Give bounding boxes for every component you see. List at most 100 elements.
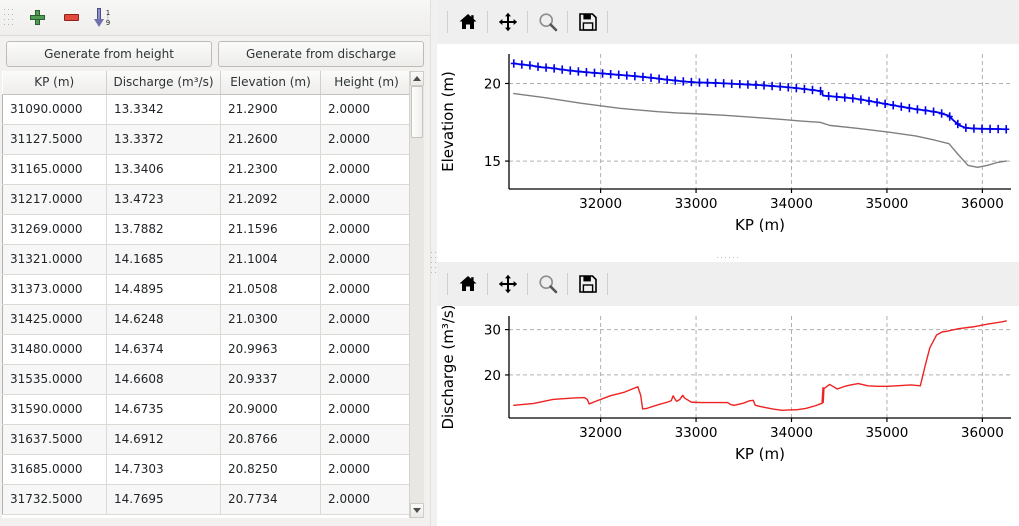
- table-cell-height[interactable]: 2.0000: [320, 424, 409, 455]
- table-cell-kp[interactable]: 31090.0000: [2, 93, 107, 125]
- scrollbar-thumb[interactable]: [411, 86, 423, 138]
- table-row[interactable]: 31165.0000 13.3406 21.2300 2.0000: [2, 154, 409, 185]
- table-cell-kp[interactable]: 31480.0000: [2, 334, 107, 365]
- table-cell-kp[interactable]: 31217.0000: [2, 184, 107, 215]
- table-cell-kp[interactable]: 31269.0000: [2, 214, 107, 245]
- table-cell-elevation[interactable]: 21.0300: [220, 304, 321, 335]
- table-row[interactable]: 31535.0000 14.6608 20.9337 2.0000: [2, 364, 409, 395]
- home-button[interactable]: [451, 6, 484, 39]
- table-row[interactable]: 31127.5000 13.3372 21.2600 2.0000: [2, 124, 409, 155]
- toolbar-drag-handle[interactable]: [4, 7, 14, 29]
- scroll-down-arrow[interactable]: [410, 503, 424, 518]
- table-cell-elevation[interactable]: 21.1004: [220, 244, 321, 275]
- table-cell-kp[interactable]: 31637.5000: [2, 424, 107, 455]
- table-cell-height[interactable]: 2.0000: [320, 274, 409, 305]
- table-cell-elevation[interactable]: 20.9000: [220, 394, 321, 425]
- table-cell-discharge[interactable]: 14.4895: [106, 274, 221, 305]
- table-cell-elevation[interactable]: 20.8250: [220, 454, 321, 485]
- horizontal-splitter[interactable]: [437, 253, 1019, 262]
- add-row-button[interactable]: [20, 3, 54, 33]
- table-row[interactable]: 31090.0000 13.3342 21.2900 2.0000: [2, 93, 409, 125]
- table-cell-height[interactable]: 2.0000: [320, 214, 409, 245]
- splitter-grip-icon: [717, 256, 739, 259]
- table-cell-height[interactable]: 2.0000: [320, 454, 409, 485]
- table-row[interactable]: 31637.5000 14.6912 20.8766 2.0000: [2, 424, 409, 455]
- table-cell-elevation[interactable]: 21.2300: [220, 154, 321, 185]
- table-row[interactable]: 31590.0000 14.6735 20.9000 2.0000: [2, 394, 409, 425]
- table-vertical-scrollbar[interactable]: [409, 71, 424, 518]
- table-cell-elevation[interactable]: 20.9963: [220, 334, 321, 365]
- table-cell-elevation[interactable]: 21.1596: [220, 214, 321, 245]
- column-header-elevation[interactable]: Elevation (m): [220, 71, 321, 95]
- table-cell-discharge[interactable]: 14.6248: [106, 304, 221, 335]
- table-cell-elevation[interactable]: 21.2092: [220, 184, 321, 215]
- table-cell-kp[interactable]: 31685.0000: [2, 454, 107, 485]
- column-header-kp[interactable]: KP (m): [2, 71, 107, 95]
- pan-button[interactable]: [491, 6, 524, 39]
- table-row[interactable]: 31732.5000 14.7695 20.7734 2.0000: [2, 484, 409, 515]
- table-row[interactable]: 31480.0000 14.6374 20.9963 2.0000: [2, 334, 409, 365]
- table-cell-discharge[interactable]: 14.7303: [106, 454, 221, 485]
- save-button[interactable]: [571, 268, 604, 301]
- table-cell-height[interactable]: 2.0000: [320, 484, 409, 515]
- table-cell-elevation[interactable]: 20.7734: [220, 484, 321, 515]
- pan-button[interactable]: [491, 268, 524, 301]
- table-cell-kp[interactable]: 31425.0000: [2, 304, 107, 335]
- table-cell-elevation[interactable]: 20.8766: [220, 424, 321, 455]
- vertical-splitter[interactable]: [430, 0, 437, 526]
- sort-button[interactable]: 1 ⋮ 9: [88, 3, 122, 33]
- table-cell-kp[interactable]: 31321.0000: [2, 244, 107, 275]
- table-cell-kp[interactable]: 31373.0000: [2, 274, 107, 305]
- table-cell-elevation[interactable]: 21.0508: [220, 274, 321, 305]
- table-cell-discharge[interactable]: 13.7882: [106, 214, 221, 245]
- column-header-discharge[interactable]: Discharge (m³/s): [106, 71, 221, 95]
- table-cell-height[interactable]: 2.0000: [320, 184, 409, 215]
- table-cell-elevation[interactable]: 21.2600: [220, 124, 321, 155]
- table-row[interactable]: 31685.0000 14.7303 20.8250 2.0000: [2, 454, 409, 485]
- table-cell-discharge[interactable]: 13.3372: [106, 124, 221, 155]
- scrollbar-track[interactable]: [410, 86, 424, 503]
- table-cell-discharge[interactable]: 14.1685: [106, 244, 221, 275]
- table-cell-discharge[interactable]: 13.3342: [106, 93, 221, 125]
- save-button[interactable]: [571, 6, 604, 39]
- table-cell-height[interactable]: 2.0000: [320, 394, 409, 425]
- table-cell-kp[interactable]: 31165.0000: [2, 154, 107, 185]
- table-cell-discharge[interactable]: 14.6608: [106, 364, 221, 395]
- table-row[interactable]: 31217.0000 13.4723 21.2092 2.0000: [2, 184, 409, 215]
- table-cell-discharge[interactable]: 14.7695: [106, 484, 221, 515]
- data-table-scroll-area[interactable]: KP (m) Discharge (m³/s) Elevation (m) He…: [2, 71, 409, 518]
- table-cell-height[interactable]: 2.0000: [320, 304, 409, 335]
- table-cell-kp[interactable]: 31590.0000: [2, 394, 107, 425]
- elevation-plot-canvas[interactable]: 32000 33000 34000 35000 36000 15 20 KP (m) Eleva…: [437, 44, 1019, 253]
- table-row[interactable]: 31321.0000 14.1685 21.1004 2.0000: [2, 244, 409, 275]
- discharge-plot-canvas[interactable]: 32000 33000 34000 35000 36000 20 30 KP (m) Disch…: [437, 306, 1019, 526]
- table-cell-discharge[interactable]: 14.6912: [106, 424, 221, 455]
- table-cell-kp[interactable]: 31732.5000: [2, 484, 107, 515]
- table-row[interactable]: 31373.0000 14.4895 21.0508 2.0000: [2, 274, 409, 305]
- zoom-button[interactable]: [531, 268, 564, 301]
- table-cell-height[interactable]: 2.0000: [320, 154, 409, 185]
- table-cell-height[interactable]: 2.0000: [320, 244, 409, 275]
- table-cell-discharge[interactable]: 14.6374: [106, 334, 221, 365]
- table-cell-height[interactable]: 2.0000: [320, 334, 409, 365]
- table-row[interactable]: 31425.0000 14.6248 21.0300 2.0000: [2, 304, 409, 335]
- column-header-height[interactable]: Height (m): [320, 71, 409, 95]
- table-cell-height[interactable]: 2.0000: [320, 124, 409, 155]
- table-cell-elevation[interactable]: 21.2900: [220, 93, 321, 125]
- table-cell-kp[interactable]: 31535.0000: [2, 364, 107, 395]
- generate-from-discharge-button[interactable]: Generate from discharge: [218, 41, 424, 67]
- zoom-button[interactable]: [531, 6, 564, 39]
- scroll-up-arrow[interactable]: [410, 71, 424, 86]
- table-cell-height[interactable]: 2.0000: [320, 93, 409, 125]
- remove-row-button[interactable]: [54, 3, 88, 33]
- table-cell-kp[interactable]: 31127.5000: [2, 124, 107, 155]
- table-cell-discharge[interactable]: 14.6735: [106, 394, 221, 425]
- table-cell-discharge[interactable]: 13.3406: [106, 154, 221, 185]
- table-row[interactable]: 31269.0000 13.7882 21.1596 2.0000: [2, 214, 409, 245]
- table-cell-discharge[interactable]: 13.4723: [106, 184, 221, 215]
- table-cell-height[interactable]: 2.0000: [320, 364, 409, 395]
- home-button[interactable]: [451, 268, 484, 301]
- table-cell-elevation[interactable]: 20.9337: [220, 364, 321, 395]
- floppy-disk-icon: [578, 13, 597, 31]
- generate-from-height-button[interactable]: Generate from height: [6, 41, 212, 67]
